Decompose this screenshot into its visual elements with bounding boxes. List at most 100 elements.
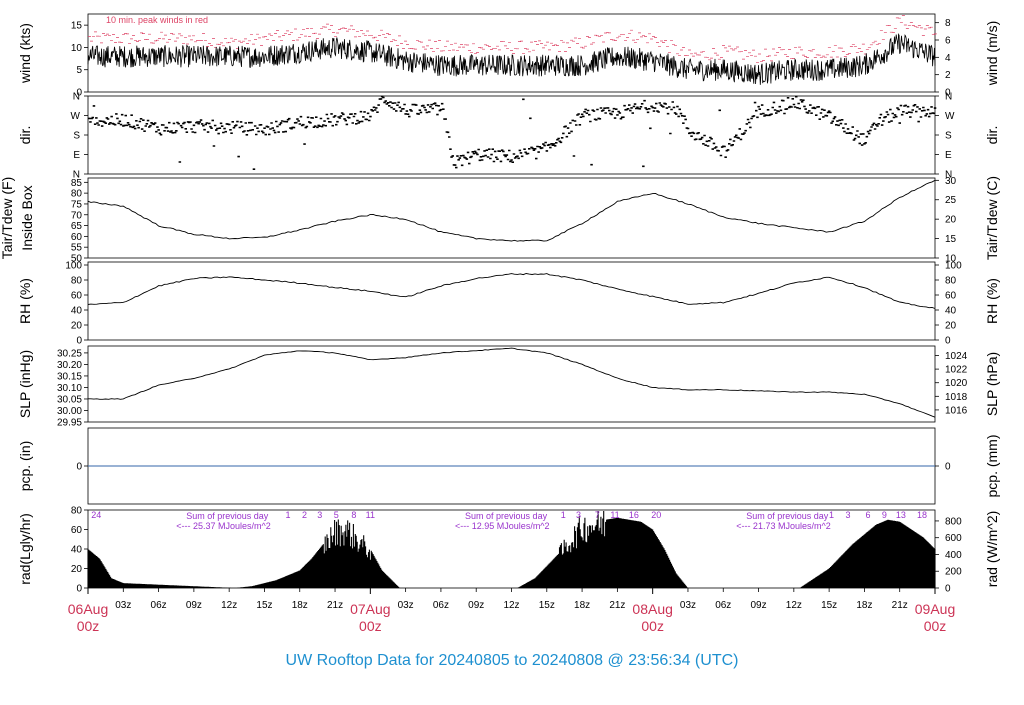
time-tick-label: 06z [433, 600, 449, 611]
wind-panel-frame [87, 13, 936, 93]
radiation-right-ytick-label: 400 [945, 550, 962, 561]
radiation-annotation-title: Sum of previous day [746, 511, 829, 521]
direction-points [88, 95, 937, 170]
temperature-ytick-label: 80 [71, 189, 83, 200]
temperature-ytick-label: 70 [71, 210, 83, 221]
wind-series-line [87, 32, 936, 85]
radiation-ylabel: rad(Lgly/hr) [17, 513, 33, 585]
precip-ytick-label: 0 [76, 462, 82, 473]
time-tick-label: 12z [503, 600, 519, 611]
day-sublabel: 00z [77, 618, 100, 634]
temperature-ylabel: Tair/Tdew (F) [0, 177, 15, 259]
direction-right-ytick-label: N [945, 170, 952, 181]
time-tick-label: 18z [292, 600, 308, 611]
pressure-right-ylabel: SLP (hPa) [984, 352, 1000, 416]
wind-right-ylabel: wind (m/s) [984, 21, 1000, 87]
pressure-ylabel: SLP (inHg) [17, 350, 33, 418]
temperature-ylabel-inside-box: Inside Box [19, 185, 35, 250]
radiation-hour-mark: 1 [285, 510, 290, 520]
rh-ytick-label: 0 [76, 336, 82, 347]
direction-ytick-label: W [71, 111, 81, 122]
rh-right-ytick-label: 20 [945, 321, 957, 332]
direction-ytick-label: E [73, 150, 80, 161]
radiation-ytick-label: 20 [71, 564, 83, 575]
radiation-annotation-title: Sum of previous day [465, 511, 548, 521]
time-tick-label: 09z [468, 600, 484, 611]
direction-ytick-label: S [73, 131, 80, 142]
direction-right-ytick-label: N [945, 92, 952, 103]
wind-right-ytick-label: 0 [945, 88, 951, 99]
time-tick-label: 18z [574, 600, 590, 611]
rh-panel-frame [87, 261, 936, 341]
time-tick-label: 06z [715, 600, 731, 611]
radiation-bars [87, 511, 936, 588]
pressure-right-ytick-label: 1020 [945, 378, 968, 389]
temperature-right-ytick-label: 15 [945, 234, 957, 245]
radiation-hour-mark: 3 [317, 510, 322, 520]
rh-right-ytick-label: 0 [945, 336, 951, 347]
radiation-hour-mark: 13 [896, 510, 906, 520]
rh-right-ytick-label: 80 [945, 276, 957, 287]
day-sublabel: 00z [924, 618, 947, 634]
time-tick-label: 03z [398, 600, 414, 611]
radiation-hour-mark: 1 [561, 510, 566, 520]
radiation-annotation-text: <--- 12.95 MJoules/m^2 [455, 521, 550, 531]
wind-ylabel: wind (kts) [17, 23, 33, 84]
time-tick-label: 15z [821, 600, 837, 611]
direction-right-ytick-label: W [945, 111, 955, 122]
wind-ytick-label: 15 [71, 21, 83, 32]
temperature-ytick-label: 65 [71, 221, 83, 232]
time-tick-label: 21z [892, 600, 908, 611]
temperature-series-line [87, 179, 936, 242]
radiation-hour-mark: 3 [845, 510, 850, 520]
wind-annotation: 10 min. peak winds in red [106, 15, 208, 25]
radiation-annotation-text: <--- 21.73 MJoules/m^2 [736, 521, 831, 531]
radiation-ytick-label: 80 [71, 506, 83, 517]
time-tick-label: 21z [609, 600, 625, 611]
time-tick-label: 21z [327, 600, 343, 611]
rh-series-line [87, 273, 936, 309]
pressure-ytick-label: 30.20 [57, 360, 82, 371]
wind-right-ytick-label: 2 [945, 70, 951, 81]
direction-ytick-label: N [73, 92, 80, 103]
wind-right-ytick-label: 4 [945, 53, 951, 64]
day-label: 08Aug [632, 601, 672, 617]
direction-right-ytick-label: E [945, 150, 952, 161]
radiation-ytick-label: 0 [76, 584, 82, 595]
direction-right-ylabel: dir. [984, 126, 1000, 145]
time-tick-label: 12z [221, 600, 237, 611]
wind-right-ytick-label: 8 [945, 18, 951, 29]
rh-ytick-label: 40 [71, 306, 83, 317]
radiation-hour-mark: 8 [351, 510, 356, 520]
day-label: 07Aug [350, 601, 390, 617]
wind-ytick-label: 0 [76, 88, 82, 99]
wind-ytick-label: 5 [76, 65, 82, 76]
radiation-right-ylabel: rad (W/m^2) [984, 511, 1000, 588]
radiation-hour-mark: 18 [917, 510, 927, 520]
radiation-hour-mark: 16 [629, 510, 639, 520]
temperature-ytick-label: 55 [71, 243, 83, 254]
direction-right-ytick-label: S [945, 131, 952, 142]
time-tick-label: 15z [256, 600, 272, 611]
wind-right-ytick-label: 6 [945, 36, 951, 47]
radiation-ytick-label: 40 [71, 545, 83, 556]
rh-ytick-label: 20 [71, 321, 83, 332]
radiation-hour-mark: 7 [595, 510, 600, 520]
radiation-hour-mark: 11 [366, 510, 375, 520]
day-sublabel: 00z [641, 618, 664, 634]
temperature-right-ytick-label: 20 [945, 215, 957, 226]
pressure-ytick-label: 30.25 [57, 348, 82, 359]
radiation-hour-mark: 11 [610, 510, 619, 520]
temperature-ytick-label: 50 [71, 254, 83, 265]
temperature-ytick-label: 60 [71, 232, 83, 243]
rh-right-ytick-label: 40 [945, 306, 957, 317]
rh-ytick-label: 60 [71, 291, 83, 302]
radiation-hour-mark: 24 [91, 510, 101, 520]
radiation-hour-mark: 9 [882, 510, 887, 520]
chart-title: UW Rooftop Data for 20240805 to 20240808… [286, 652, 739, 669]
pressure-series-line [88, 347, 936, 418]
direction-ytick-label: N [73, 170, 80, 181]
temperature-right-ytick-label: 30 [945, 176, 957, 187]
time-tick-label: 09z [186, 600, 202, 611]
